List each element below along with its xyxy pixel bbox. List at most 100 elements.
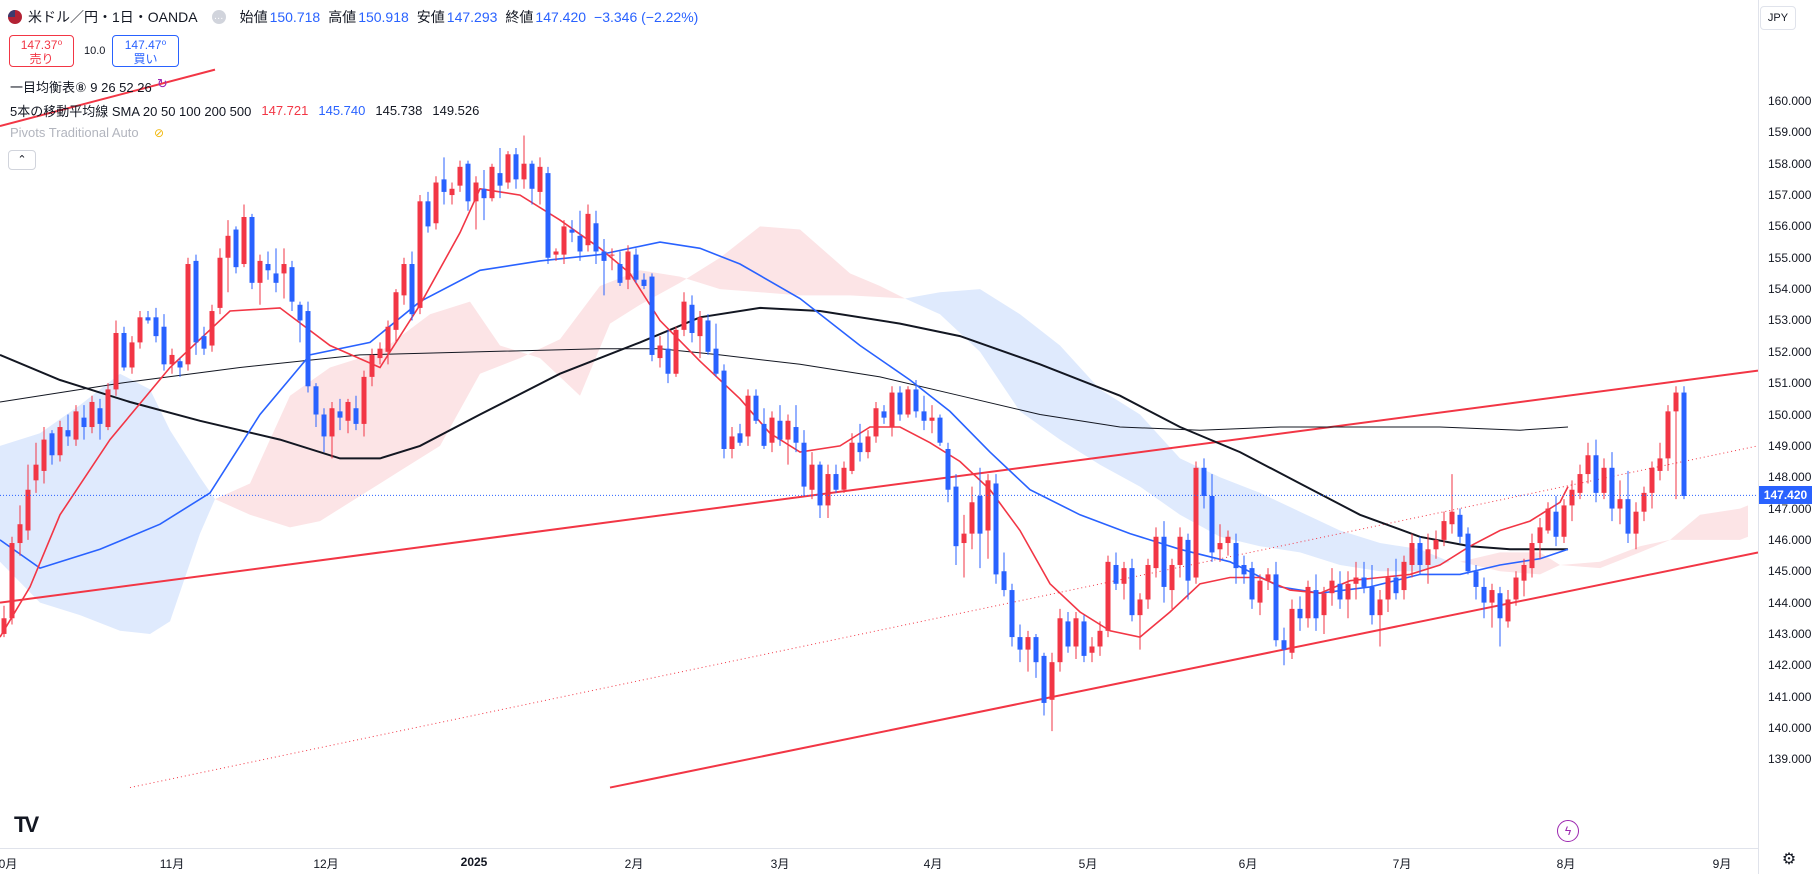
chevron-up-icon: ⌃ bbox=[17, 154, 27, 166]
candle-body bbox=[1673, 392, 1679, 412]
candle bbox=[97, 398, 103, 440]
candle-body bbox=[1169, 564, 1175, 591]
sell-price: 147.37⁰ bbox=[20, 38, 63, 52]
candle bbox=[1073, 612, 1079, 660]
candle-body bbox=[1641, 492, 1647, 512]
candle bbox=[417, 195, 423, 315]
candle bbox=[561, 220, 567, 265]
candle bbox=[625, 245, 631, 290]
candle-body bbox=[1553, 511, 1559, 537]
price-chart[interactable] bbox=[0, 0, 1758, 848]
candle-body bbox=[753, 395, 759, 421]
candle bbox=[305, 301, 311, 393]
candle-body bbox=[769, 417, 775, 443]
currency-selector[interactable]: JPY bbox=[1760, 6, 1796, 30]
candle-body bbox=[633, 254, 639, 280]
lightning-icon[interactable]: ϟ bbox=[1557, 820, 1579, 842]
candle-body bbox=[385, 326, 391, 352]
candle-body bbox=[1345, 583, 1351, 600]
candle-body bbox=[825, 474, 831, 506]
candle-body bbox=[153, 317, 159, 337]
candle bbox=[401, 257, 407, 305]
candle-body bbox=[921, 411, 927, 421]
sma200-value: 149.526 bbox=[432, 103, 480, 118]
candle-body bbox=[641, 279, 647, 286]
candle bbox=[201, 326, 207, 355]
gear-icon[interactable]: ⚙ bbox=[1781, 851, 1797, 868]
sell-button[interactable]: 147.37⁰ 売り bbox=[9, 35, 74, 67]
candle bbox=[777, 405, 783, 446]
candle bbox=[161, 314, 167, 371]
low-value: 147.293 bbox=[446, 9, 498, 25]
candle-body bbox=[1369, 586, 1375, 616]
candle bbox=[345, 398, 351, 434]
candle-body bbox=[1145, 564, 1151, 600]
candle bbox=[49, 430, 55, 465]
candle bbox=[265, 251, 271, 280]
candle-body bbox=[873, 408, 879, 437]
candle-body bbox=[809, 464, 815, 490]
candle bbox=[1, 605, 7, 638]
collapse-legend-button[interactable]: ⌃ bbox=[8, 150, 36, 170]
candle bbox=[1209, 474, 1215, 562]
candle bbox=[897, 386, 903, 421]
indicator-ichimoku[interactable]: 一目均衡表⑧ 9 26 52 26 bbox=[10, 77, 152, 96]
candle bbox=[1409, 533, 1415, 578]
candle bbox=[249, 213, 255, 290]
candle-body bbox=[977, 496, 983, 534]
hidden-eye-icon[interactable]: ⊘ bbox=[154, 126, 165, 140]
indicator-sma[interactable]: 5本の移動平均線 SMA 20 50 100 200 500 147.721 1… bbox=[10, 101, 489, 120]
candle bbox=[1249, 561, 1255, 609]
sma100-value: 145.738 bbox=[375, 103, 423, 118]
indicator-pivots[interactable]: Pivots Traditional Auto bbox=[10, 125, 139, 140]
tradingview-logo[interactable]: TV bbox=[14, 812, 39, 837]
candle bbox=[1537, 517, 1543, 559]
candle bbox=[1681, 386, 1687, 500]
candle-body bbox=[1401, 561, 1407, 591]
time-tick-label: 12月 bbox=[313, 857, 339, 871]
time-tick-label: 0月 bbox=[0, 857, 18, 871]
candle bbox=[1161, 521, 1167, 603]
sma20-value: 147.721 bbox=[261, 103, 309, 118]
candle bbox=[1065, 612, 1071, 653]
candle-body bbox=[1657, 458, 1663, 471]
candle-body bbox=[705, 320, 711, 352]
candle-body bbox=[145, 317, 151, 321]
candle-body bbox=[497, 173, 503, 186]
symbol-title[interactable]: 米ドル／円・1日・OANDA bbox=[28, 9, 198, 25]
candle bbox=[601, 238, 607, 296]
candle-body bbox=[377, 348, 383, 359]
candle bbox=[689, 295, 695, 343]
buy-button[interactable]: 147.47⁰ 買い bbox=[112, 35, 179, 67]
candle bbox=[1417, 536, 1423, 575]
candle bbox=[817, 461, 823, 518]
candle bbox=[729, 427, 735, 459]
candle bbox=[113, 320, 119, 396]
candle-body bbox=[57, 427, 63, 456]
candle bbox=[1081, 615, 1087, 663]
more-icon[interactable]: … bbox=[211, 10, 226, 24]
price-axis[interactable] bbox=[1758, 0, 1818, 874]
candle bbox=[961, 514, 967, 578]
candle bbox=[33, 442, 39, 493]
candle bbox=[905, 386, 911, 418]
buy-label: 買い bbox=[133, 52, 158, 66]
sma200-line bbox=[0, 306, 1568, 551]
candle bbox=[1337, 571, 1343, 609]
ichimoku-cloud-1 bbox=[215, 226, 905, 528]
candle bbox=[665, 329, 671, 384]
candle-body bbox=[609, 254, 615, 256]
candle-body bbox=[1297, 608, 1303, 619]
high-label: 高値 bbox=[328, 9, 357, 25]
candle bbox=[225, 220, 231, 293]
candle-body bbox=[1617, 499, 1623, 509]
candle bbox=[1385, 568, 1391, 613]
price-tick-label: 147.000 bbox=[1768, 501, 1812, 516]
sma50-line bbox=[0, 241, 1569, 595]
time-axis[interactable]: 0月 11月 12月 2025 2月 3月 4月 5月 6月 7月 8月 9月 bbox=[0, 848, 1758, 875]
candle bbox=[865, 430, 871, 459]
price-tick-label: 156.000 bbox=[1768, 219, 1812, 234]
candle bbox=[1617, 480, 1623, 525]
candle-body bbox=[473, 182, 479, 202]
candle-body bbox=[241, 216, 247, 265]
